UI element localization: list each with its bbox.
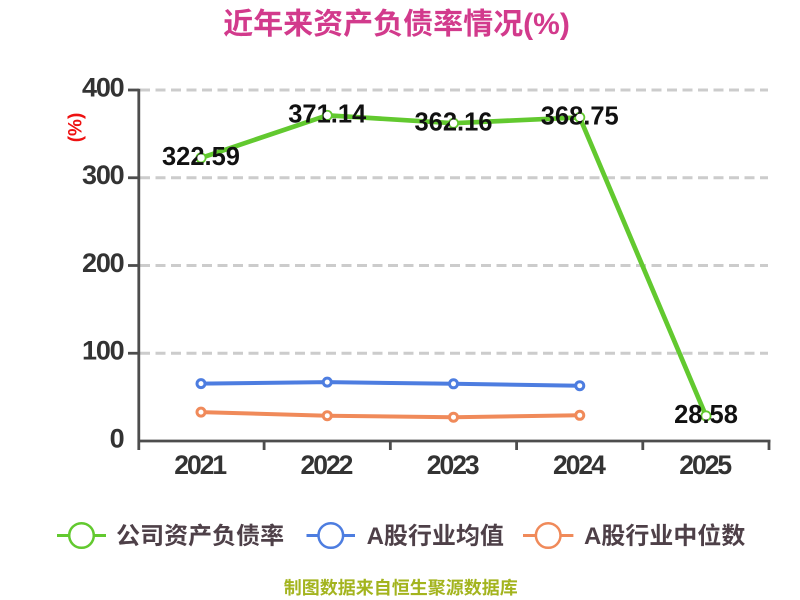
svg-text:300: 300 bbox=[82, 160, 124, 190]
svg-text:2022: 2022 bbox=[300, 450, 352, 480]
svg-text:2025: 2025 bbox=[679, 450, 731, 480]
svg-text:2023: 2023 bbox=[427, 450, 479, 480]
svg-text:200: 200 bbox=[82, 248, 124, 278]
svg-text:0: 0 bbox=[110, 423, 124, 453]
svg-text:2024: 2024 bbox=[553, 450, 606, 480]
svg-text:(%): (%) bbox=[523, 8, 570, 41]
svg-text:A: A bbox=[367, 523, 384, 550]
svg-text:(%): (%) bbox=[66, 113, 87, 143]
svg-text:400: 400 bbox=[82, 72, 124, 102]
svg-text:2021: 2021 bbox=[174, 450, 226, 480]
svg-text:A: A bbox=[584, 523, 601, 550]
svg-text:100: 100 bbox=[82, 336, 124, 366]
